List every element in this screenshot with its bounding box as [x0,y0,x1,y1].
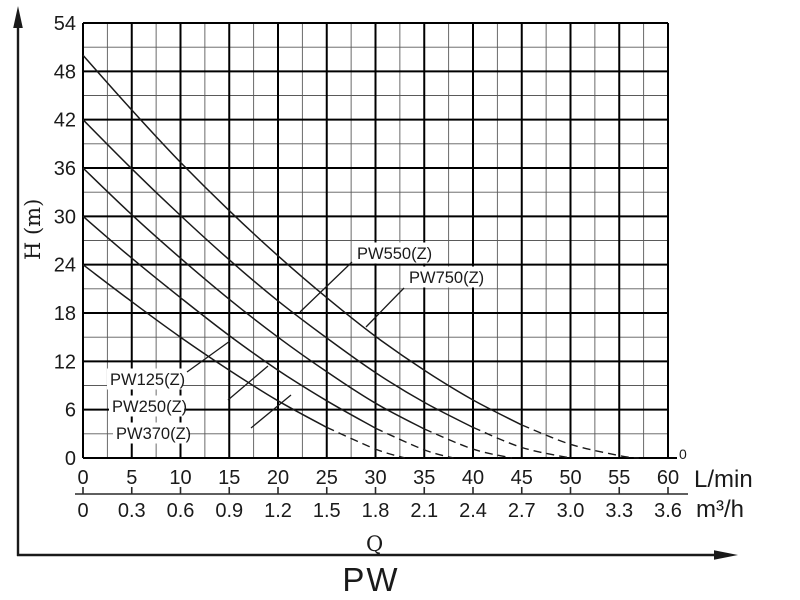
pump-curves [82,54,639,459]
flow-symbol-label: Q [366,532,383,556]
x-lmin-tick-label: 15 [218,467,240,489]
curve-dashed-tail-pw250z [375,427,454,459]
curve-label-bg [113,422,189,444]
y-tick-label: 6 [65,400,76,422]
curve-label-leaders [186,261,405,429]
curve-pw370z [82,167,425,430]
curve-label-bg [406,266,482,288]
curve-pw750z [82,54,523,426]
curve-label-pw550z: PW550(Z) [357,245,432,263]
curve-pw125z [82,264,328,429]
x-m3h-tick-label: 1.2 [264,500,292,522]
curve-label-pw370z: PW370(Z) [116,425,191,443]
y-tick-label: 0 [65,448,76,470]
leader-line-pw125z [186,340,231,373]
leader-line-pw550z [299,261,353,313]
chart-title: PW [342,561,399,598]
x-lmin-tick-label: 10 [169,467,191,489]
y-axis-arrowhead-icon [13,6,23,28]
x-m3h-tick-label: 3.0 [557,500,585,522]
curve-pw250z [82,215,376,429]
y-axis-title: H (m) [21,199,45,260]
x-lmin-tick-label: 50 [559,467,581,489]
curve-dashed-tail-pw370z [424,428,513,459]
y-tick-label: 12 [54,351,76,373]
x-m3h-tick-label: 1.5 [313,500,341,522]
x-axis-arrowhead-icon [714,550,738,560]
x-lmin-tick-label: 25 [316,467,338,489]
y-tick-label: 30 [54,206,76,228]
x-m3h-tick-label: 2.4 [459,500,487,522]
y-tick-label: 24 [54,255,76,277]
x-m3h-tick-label: 0.9 [215,500,243,522]
curve-label-bg [109,395,185,417]
x-axis-unit-lmin: L/min [694,466,753,493]
x-m3h-tick-label: 2.7 [508,500,536,522]
y-tick-label: 36 [54,158,76,180]
grid-lines [82,22,677,459]
x-m3h-tick-label: 0 [77,500,88,522]
leader-line-pw750z [365,287,405,328]
leader-line-pw370z [250,394,292,429]
x-lmin-tick-label: 5 [126,467,137,489]
curve-labels: PW125(Z) PW250(Z) PW370(Z) PW550(Z) PW750(Z) [107,242,484,444]
x-m3h-tick-label: 0.3 [118,500,146,522]
x-lmin-tick-label: 40 [462,467,484,489]
x-lmin-tick-label: 30 [364,467,386,489]
curve-label-pw125z: PW125(Z) [110,371,185,389]
curve-dashed-tail-pw125z [326,426,406,459]
leader-line-pw250z [227,365,269,401]
x-m3h-tick-label: 3.6 [654,500,682,522]
curve-label-bg [354,242,430,264]
x-lmin-tick-label: 55 [608,467,630,489]
x-axis-unit-m3h: m³/h [696,496,744,523]
y-axis-tick-labels: 54 48 42 36 30 24 18 12 6 0 [54,13,76,470]
axis-end-zero-marker: 0 [679,446,687,462]
curve-label-pw250z: PW250(Z) [112,398,187,416]
x-m3h-tick-label: 0.6 [167,500,195,522]
x-axis-lmin-tick-labels: 0 5 10 15 20 25 30 35 40 45 50 55 60 [77,467,679,489]
x-lmin-tick-label: 35 [413,467,435,489]
x-lmin-tick-label: 0 [77,467,88,489]
curve-pw550z [82,119,474,429]
y-tick-label: 18 [54,303,76,325]
curve-dashed-tail-pw550z [472,426,571,459]
x-lmin-tick-label: 60 [657,467,679,489]
y-tick-label: 48 [54,61,76,83]
curve-dashed-tail-pw750z [521,424,639,459]
x-axis-m3h-scale: 0 0.3 0.6 0.9 1.2 1.5 1.8 2.1 2.4 2.7 3.0 3.3 3.6 [75,487,688,522]
x-lmin-tick-label: 20 [267,467,289,489]
x-m3h-tick-label: 2.1 [410,500,438,522]
x-lmin-tick-label: 45 [511,467,533,489]
x-m3h-tick-label: 1.8 [362,500,390,522]
x-m3h-tick-label: 3.3 [605,500,633,522]
y-tick-label: 42 [54,110,76,132]
curve-label-pw750z: PW750(Z) [409,269,484,287]
y-tick-label: 54 [54,13,76,35]
curve-label-bg [107,368,183,390]
